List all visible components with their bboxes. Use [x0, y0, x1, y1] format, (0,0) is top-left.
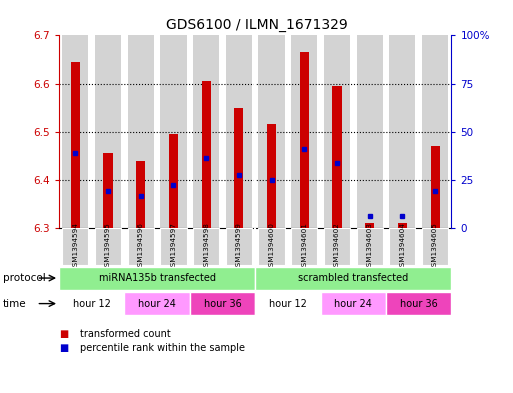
Text: GDS6100 / ILMN_1671329: GDS6100 / ILMN_1671329 — [166, 18, 347, 32]
Bar — [62, 35, 88, 228]
Text: GSM1394605: GSM1394605 — [432, 222, 438, 271]
Text: GSM1394594: GSM1394594 — [72, 222, 78, 271]
Bar — [324, 228, 350, 265]
Text: hour 12: hour 12 — [269, 299, 307, 309]
Bar — [190, 292, 255, 315]
Bar — [398, 223, 407, 228]
Bar — [365, 223, 374, 228]
Bar — [136, 161, 145, 228]
Bar — [389, 35, 416, 228]
Text: GSM1394595: GSM1394595 — [105, 222, 111, 271]
Bar — [193, 228, 219, 265]
Bar — [59, 266, 255, 290]
Bar — [161, 228, 187, 265]
Bar — [332, 86, 342, 228]
Bar — [267, 125, 276, 228]
Bar — [259, 228, 285, 265]
Bar — [386, 292, 451, 315]
Text: GSM1394598: GSM1394598 — [203, 222, 209, 271]
Bar — [357, 228, 383, 265]
Text: protocol: protocol — [3, 273, 45, 283]
Bar — [422, 35, 448, 228]
Bar — [193, 35, 219, 228]
Bar — [321, 292, 386, 315]
Bar — [291, 35, 318, 228]
Bar — [300, 52, 309, 228]
Bar — [62, 228, 88, 265]
Text: time: time — [3, 299, 26, 309]
Bar — [259, 35, 285, 228]
Text: hour 24: hour 24 — [138, 299, 176, 309]
Text: hour 24: hour 24 — [334, 299, 372, 309]
Bar — [95, 35, 121, 228]
Text: percentile rank within the sample: percentile rank within the sample — [80, 343, 245, 353]
Text: GSM1394603: GSM1394603 — [367, 222, 372, 271]
Bar — [95, 228, 121, 265]
Text: hour 36: hour 36 — [400, 299, 438, 309]
Bar — [357, 35, 383, 228]
Bar — [226, 35, 252, 228]
Bar — [324, 35, 350, 228]
Text: GSM1394597: GSM1394597 — [170, 222, 176, 271]
Bar — [169, 134, 178, 228]
Bar — [128, 35, 154, 228]
Text: GSM1394599: GSM1394599 — [236, 222, 242, 271]
Bar — [71, 62, 80, 228]
Bar — [234, 108, 244, 228]
Bar — [128, 228, 154, 265]
Bar — [291, 228, 318, 265]
Bar — [226, 228, 252, 265]
Text: ■: ■ — [59, 343, 68, 353]
Bar — [161, 35, 187, 228]
Bar — [422, 228, 448, 265]
Bar — [255, 266, 451, 290]
Text: scrambled transfected: scrambled transfected — [298, 273, 408, 283]
Text: hour 36: hour 36 — [204, 299, 242, 309]
Text: GSM1394601: GSM1394601 — [301, 222, 307, 271]
Text: miRNA135b transfected: miRNA135b transfected — [98, 273, 215, 283]
Bar — [255, 292, 321, 315]
Bar — [202, 81, 211, 228]
Text: ■: ■ — [59, 329, 68, 339]
Bar — [124, 292, 190, 315]
Text: GSM1394602: GSM1394602 — [334, 222, 340, 271]
Bar — [430, 146, 440, 228]
Text: hour 12: hour 12 — [73, 299, 111, 309]
Text: GSM1394604: GSM1394604 — [400, 222, 405, 271]
Text: transformed count: transformed count — [80, 329, 170, 339]
Text: GSM1394596: GSM1394596 — [138, 222, 144, 271]
Bar — [59, 292, 124, 315]
Bar — [104, 153, 113, 228]
Text: GSM1394600: GSM1394600 — [269, 222, 274, 271]
Bar — [389, 228, 416, 265]
